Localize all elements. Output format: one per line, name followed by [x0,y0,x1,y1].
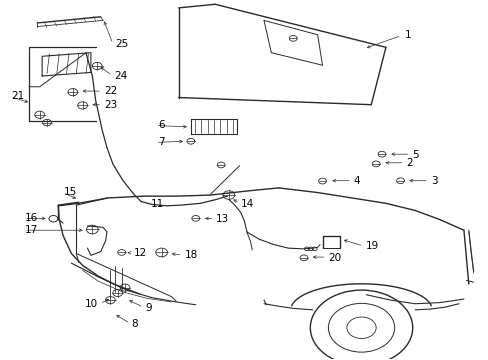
Text: 10: 10 [85,299,98,309]
Text: 11: 11 [151,199,164,210]
Text: 18: 18 [184,250,197,260]
Text: 4: 4 [353,176,360,186]
Text: 13: 13 [215,214,228,224]
Text: 19: 19 [365,241,378,251]
Text: 14: 14 [240,199,253,209]
Text: 24: 24 [114,71,127,81]
Text: 5: 5 [411,149,418,159]
Text: 25: 25 [115,40,128,49]
Text: 15: 15 [64,187,77,197]
Text: 17: 17 [25,225,38,235]
Text: 8: 8 [131,319,138,329]
Text: 23: 23 [104,100,117,110]
Text: 2: 2 [406,158,412,168]
Text: 6: 6 [158,120,164,130]
Text: 12: 12 [133,248,146,258]
Text: 3: 3 [430,176,436,186]
Text: 7: 7 [158,138,164,147]
Text: 9: 9 [145,303,152,313]
Text: 20: 20 [328,253,341,263]
Text: 22: 22 [104,86,117,96]
Text: 21: 21 [11,91,24,102]
Text: 1: 1 [404,30,410,40]
Text: 16: 16 [25,213,38,223]
